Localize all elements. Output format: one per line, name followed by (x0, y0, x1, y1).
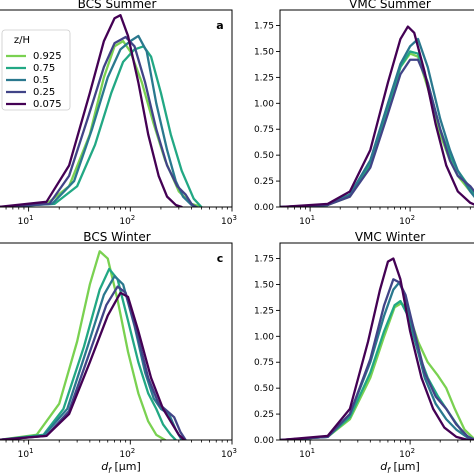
x-axis-label: df [μm] (380, 460, 420, 474)
panel-1: 101 102 103 BCS Summer a (0, 0, 237, 227)
axes-frame (0, 9, 233, 208)
series-line-0.25 (280, 58, 474, 207)
series-line-0.075 (0, 14, 183, 207)
axes-frame (0, 242, 233, 441)
y-tick-label: 1.25 (254, 306, 274, 316)
legend-label-0.925: 0.925 (33, 51, 62, 62)
x-tick-label: 102 (399, 447, 415, 460)
y-tick-label: 1.50 (254, 280, 274, 290)
series-line-0.75 (0, 45, 203, 207)
series-line-0.75 (0, 267, 177, 440)
panel-title: VMC Winter (355, 230, 425, 244)
y-tick-label: 1.75 (254, 22, 274, 32)
panel-2: 101 102 0.00 0.25 0.50 0.75 1.00 1.25 1.50 1.75 VM… (254, 0, 474, 227)
panel-letter: a (216, 19, 223, 32)
series-line-0.925 (280, 301, 474, 440)
y-tick-label: 1.50 (254, 47, 274, 57)
x-axis-label: df [μm] (101, 460, 141, 474)
legend-label-0.75: 0.75 (33, 63, 55, 74)
legend-box (1, 29, 71, 111)
series-line-0.25 (0, 285, 187, 440)
panel-letter: c (217, 252, 224, 265)
axes-frame (279, 9, 474, 208)
y-tick-label: 0.25 (254, 177, 274, 187)
series-line-0.25 (0, 35, 197, 207)
y-tick-label: 0.75 (254, 125, 274, 135)
series-line-0.5 (280, 37, 474, 207)
series-line-0.5 (0, 34, 198, 207)
y-tick-label: 0.50 (254, 384, 274, 394)
series-line-0.25 (280, 278, 474, 440)
series-line-0.075 (0, 291, 186, 440)
panel-title: VMC Summer (349, 0, 431, 11)
series-line-0.925 (0, 250, 167, 440)
y-tick-label: 1.25 (254, 73, 274, 83)
series-line-0.075 (280, 25, 474, 207)
x-tick-label: 102 (119, 447, 135, 460)
y-tick-label: 1.75 (254, 255, 274, 265)
panel-title: BCS Summer (78, 0, 157, 11)
legend-label-0.075: 0.075 (33, 99, 62, 110)
y-tick-label: 0.50 (254, 151, 274, 161)
legend-label-0.5: 0.5 (33, 75, 49, 86)
x-tick-label: 103 (221, 214, 237, 227)
series-line-0.75 (280, 50, 474, 207)
y-tick-label: 0.00 (254, 436, 274, 446)
y-tick-label: 0.00 (254, 203, 274, 213)
x-tick-label: 101 (18, 214, 34, 227)
panel-3: 101 102 103 BCS Winter c df [μm] (0, 230, 237, 474)
series-group (0, 250, 187, 440)
series-line-0.075 (280, 257, 474, 440)
panel-title: BCS Winter (83, 230, 150, 244)
y-tick-label: 0.75 (254, 358, 274, 368)
y-tick-label: 1.00 (254, 332, 274, 342)
x-tick-label: 102 (119, 214, 135, 227)
panel-4: 101 102 0.00 0.25 0.50 0.75 1.00 1.25 1.50 1.75 VM… (254, 230, 474, 474)
series-group (280, 25, 474, 207)
series-group (0, 14, 203, 207)
y-tick-label: 1.00 (254, 99, 274, 109)
x-tick-label: 101 (299, 447, 315, 460)
x-tick-label: 101 (299, 214, 315, 227)
x-tick-label: 101 (18, 447, 34, 460)
x-tick-label: 102 (399, 214, 415, 227)
legend-label-0.25: 0.25 (33, 87, 55, 98)
legend-title: z/H (14, 35, 30, 46)
series-group (280, 257, 474, 440)
x-tick-label: 103 (221, 447, 237, 460)
y-tick-label: 0.25 (254, 410, 274, 420)
